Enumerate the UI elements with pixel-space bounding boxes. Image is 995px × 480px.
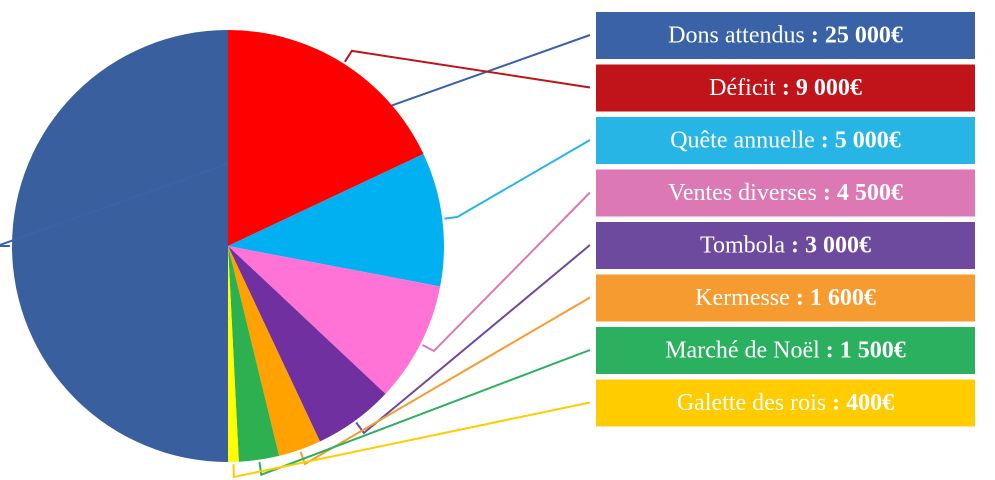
leader-line xyxy=(421,191,591,353)
leader-line xyxy=(232,401,591,479)
value-label: 3 000€ xyxy=(805,232,871,258)
value-label: 1 500€ xyxy=(840,337,906,363)
value-label: 9 000€ xyxy=(796,75,862,101)
value-label: 25 000€ xyxy=(825,22,903,48)
data-label: Tombola : 3 000€ xyxy=(700,232,871,258)
pie-slice xyxy=(228,246,386,442)
label-separator: : xyxy=(826,390,846,416)
category-name: Dons attendus xyxy=(668,22,805,48)
category-name: Kermesse xyxy=(695,285,790,311)
label-box xyxy=(596,379,975,427)
leader-line xyxy=(355,244,591,435)
data-label: Ventes diverses : 4 500€ xyxy=(668,180,903,206)
category-name: Tombola xyxy=(700,232,785,258)
data-label: Déficit : 9 000€ xyxy=(709,75,862,101)
pie-slice xyxy=(228,246,280,462)
category-name: Quête annuelle xyxy=(670,127,815,153)
value-label: 5 000€ xyxy=(835,127,901,153)
pie-slice xyxy=(228,30,424,246)
label-box xyxy=(596,169,975,217)
leader-line xyxy=(0,34,591,247)
leader-line xyxy=(258,349,591,477)
data-label: Quête annuelle : 5 000€ xyxy=(670,127,901,153)
category-name: Déficit xyxy=(709,75,776,101)
data-label: Galette des rois : 400€ xyxy=(677,390,894,416)
label-box xyxy=(596,222,975,269)
category-name: Ventes diverses xyxy=(668,180,817,206)
label-box xyxy=(596,327,975,374)
data-label: Dons attendus : 25 000€ xyxy=(668,22,903,48)
leader-line xyxy=(299,296,591,466)
data-label: Kermesse : 1 600€ xyxy=(695,285,876,311)
label-box xyxy=(596,12,975,59)
pie-slice xyxy=(228,246,320,456)
label-separator: : xyxy=(785,232,805,258)
pie-slice xyxy=(12,30,228,462)
label-separator: : xyxy=(815,127,835,153)
pie-slice xyxy=(228,246,441,394)
pie-slice xyxy=(228,246,239,462)
leader-line xyxy=(344,49,591,89)
label-separator: : xyxy=(776,75,796,101)
pie-slice xyxy=(228,154,444,287)
value-label: 4 500€ xyxy=(837,180,903,206)
leader-line xyxy=(444,139,591,220)
category-name: Galette des rois xyxy=(677,390,826,416)
data-label: Marché de Noël : 1 500€ xyxy=(665,337,906,363)
value-label: 400€ xyxy=(846,390,894,416)
label-separator: : xyxy=(790,285,810,311)
label-separator: : xyxy=(820,337,840,363)
label-box xyxy=(596,274,975,322)
category-name: Marché de Noël xyxy=(665,337,820,363)
label-box xyxy=(596,64,975,112)
label-box xyxy=(596,117,975,164)
value-label: 1 600€ xyxy=(810,285,876,311)
label-separator: : xyxy=(805,22,825,48)
label-separator: : xyxy=(817,180,837,206)
